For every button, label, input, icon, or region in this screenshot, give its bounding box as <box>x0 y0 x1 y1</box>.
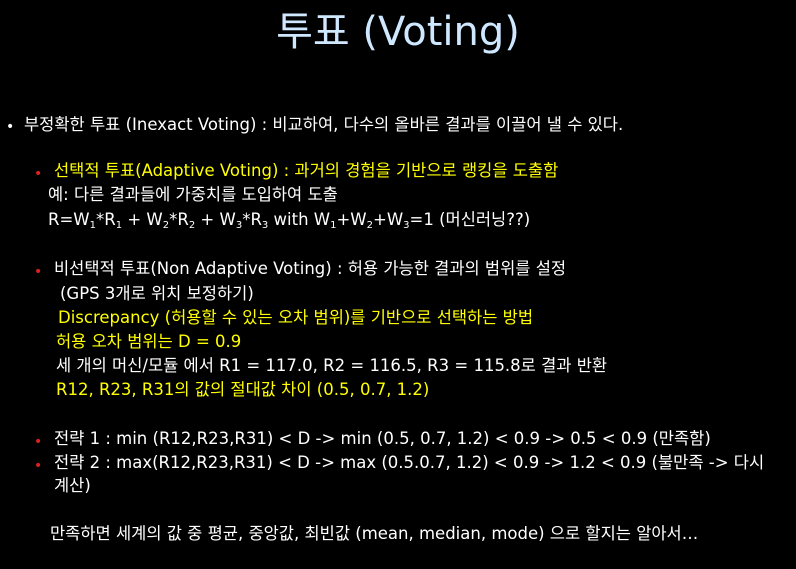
strategy2-bullet-dot: • <box>34 458 43 474</box>
main-bullet-dot: • <box>6 119 15 135</box>
main-bullet-text: 부정확한 투표 (Inexact Voting) : 비교하여, 다수의 올바른… <box>24 115 624 134</box>
strategy2-text: 전략 2 : max(R12,R23,R31) < D -> max (0.5.… <box>54 453 765 472</box>
adaptive-example: 예: 다른 결과들에 가중치를 도입하여 도출 <box>48 185 338 204</box>
non-adaptive-bullet-dot: • <box>34 264 43 280</box>
discrepancy-text: Discrepancy (허용할 수 있는 오차 범위)를 기반으로 선택하는 … <box>58 308 534 327</box>
non-adaptive-voting-text: 비선택적 투표(Non Adaptive Voting) : 허용 가능한 결과… <box>54 259 567 278</box>
adaptive-bullet-dot: • <box>34 166 43 182</box>
strategy2-text-cont: 계산) <box>54 476 91 495</box>
strategy1-bullet-dot: • <box>34 434 43 450</box>
tolerance-text: 허용 오차 범위는 D = 0.9 <box>56 332 242 351</box>
conclusion-text: 만족하면 세계의 값 중 평균, 중앙값, 최빈값 (mean, median,… <box>50 524 699 543</box>
adaptive-formula: R=W1*R1 + W2*R2 + W3*R3 with W1+W2+W3=1 … <box>48 210 531 231</box>
abs-diff-text: R12, R23, R31의 값의 절대값 차이 (0.5, 0.7, 1.2) <box>56 380 430 399</box>
gps-note: (GPS 3개로 위치 보정하기) <box>60 284 254 303</box>
strategy1-text: 전략 1 : min (R12,R23,R31) < D -> min (0.5… <box>54 429 711 448</box>
adaptive-voting-text: 선택적 투표(Adaptive Voting) : 과거의 경험을 기반으로 랭… <box>54 161 559 180</box>
results-text: 세 개의 머신/모듈 에서 R1 = 117.0, R2 = 116.5, R3… <box>56 356 608 375</box>
slide-title: 투표 (Voting) <box>276 9 520 55</box>
